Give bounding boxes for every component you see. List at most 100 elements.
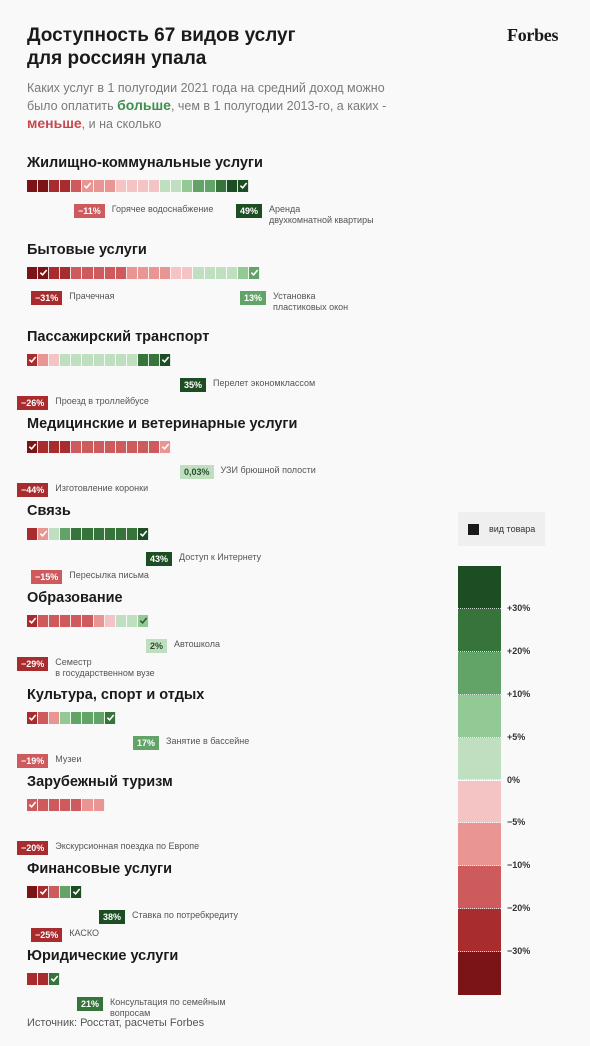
service-cell	[38, 799, 50, 811]
check-icon	[161, 356, 170, 364]
category-bar	[27, 973, 61, 985]
service-cell	[126, 354, 138, 366]
service-cell	[93, 354, 105, 366]
min-annotation: −26% Проезд в троллейбусе	[17, 396, 149, 410]
max-value-badge: 17%	[133, 736, 160, 750]
category-title: Пассажирский транспорт	[27, 329, 210, 345]
subtitle-part1: Каких услуг в 1 полугодии 2021 года на с…	[27, 81, 385, 113]
category-section: Юридические услуги 21% Консультация по сем…	[0, 948, 440, 1033]
service-cell	[226, 267, 238, 279]
category-title: Юридические услуги	[27, 948, 179, 964]
category-title: Бытовые услуги	[27, 242, 147, 258]
min-annotation: −20% Экскурсионная поездка по Европе	[17, 841, 199, 855]
service-cell	[104, 441, 116, 453]
service-cell	[93, 712, 105, 724]
service-cell	[149, 267, 161, 279]
service-cell	[82, 615, 94, 627]
service-cell	[82, 528, 94, 540]
max-annotation: 35% Перелет экономклассом	[180, 378, 315, 392]
category-bar	[27, 615, 150, 627]
scale-bin	[458, 780, 501, 824]
max-service-label: Автошкола	[174, 639, 220, 649]
min-annotation: −11% Горячее водоснабжение	[74, 204, 213, 218]
service-cell	[71, 528, 83, 540]
service-cell	[27, 354, 39, 366]
service-cell	[126, 267, 138, 279]
max-annotation: 38% Ставка по потребкредиту	[99, 910, 238, 924]
service-cell	[126, 441, 138, 453]
service-cell	[93, 441, 105, 453]
service-cell	[38, 615, 50, 627]
service-cell	[104, 354, 116, 366]
service-cell	[193, 267, 205, 279]
min-value-badge: −15%	[31, 570, 63, 584]
min-value-badge: −31%	[31, 291, 63, 305]
max-value-badge: 21%	[77, 997, 104, 1011]
service-cell	[215, 180, 227, 192]
max-annotation: 21% Консультация по семейным вопросам	[77, 997, 260, 1019]
service-cell	[137, 354, 150, 366]
service-cell	[137, 267, 150, 279]
service-cell	[71, 267, 83, 279]
category-bar	[27, 267, 260, 279]
forbes-logo: Forbes	[507, 25, 559, 45]
service-cell	[149, 441, 161, 453]
category-bar	[27, 180, 249, 192]
max-service-label: Аренда двухкомнатной квартиры	[269, 204, 374, 225]
service-cell	[71, 799, 83, 811]
max-service-label: Доступ к Интернету	[179, 552, 262, 562]
scale-tick-label: 0%	[507, 774, 521, 785]
max-service-label: Перелет экономклассом	[213, 378, 316, 388]
max-service-label: Консультация по семейным вопросам	[110, 997, 226, 1018]
category-section: Финансовые услуги −25% КАСКО 38% Ставка по п…	[0, 861, 440, 946]
service-cell	[82, 267, 94, 279]
category-section: Бытовые услуги −31% Прачечная 13% Установка …	[0, 242, 440, 327]
max-annotation: 17% Занятие в бассейне	[133, 736, 249, 750]
service-cell	[71, 441, 83, 453]
scale-bin	[458, 909, 501, 953]
service-cell	[27, 441, 39, 453]
category-bar	[27, 441, 172, 453]
service-cell	[93, 528, 105, 540]
service-cell	[60, 886, 72, 898]
service-cell	[237, 267, 249, 279]
service-cell	[38, 973, 50, 985]
min-service-label: Проезд в троллейбусе	[55, 396, 149, 406]
service-cell	[215, 267, 227, 279]
service-cell	[115, 528, 127, 540]
service-cell	[27, 615, 39, 627]
service-cell	[60, 267, 72, 279]
check-icon	[73, 888, 81, 896]
service-cell	[104, 615, 116, 627]
category-title: Зарубежный туризм	[27, 774, 173, 790]
min-annotation: −31% Прачечная	[31, 291, 115, 305]
min-annotation: −15% Пересылка письма	[31, 570, 149, 584]
scale-tick-label: +30%	[507, 602, 531, 613]
service-cell	[38, 886, 50, 898]
service-cell	[248, 267, 260, 279]
category-title: Связь	[27, 503, 71, 519]
service-cell	[82, 712, 94, 724]
min-value-badge: −20%	[17, 841, 49, 855]
check-icon	[28, 356, 37, 364]
service-cell	[82, 799, 94, 811]
chart-title: Доступность 67 видов услуг для россиян у…	[27, 25, 296, 69]
check-icon	[161, 443, 170, 451]
min-service-label: Пересылка письма	[69, 570, 149, 580]
min-service-label: Экскурсионная поездка по Европе	[55, 841, 200, 851]
max-annotation: 2% Автошкола	[146, 639, 220, 653]
service-cell	[226, 180, 238, 192]
category-section: Медицинские и ветеринарные услуги −44% Изг…	[0, 416, 440, 501]
scale-tick-label: +20%	[507, 645, 531, 656]
min-value-badge: −26%	[17, 396, 49, 410]
subtitle-part3: , и на сколько	[81, 117, 162, 131]
service-cell	[160, 180, 172, 192]
service-cell	[49, 799, 61, 811]
service-cell	[38, 267, 50, 279]
category-bar	[27, 528, 150, 540]
service-cell	[27, 267, 39, 279]
service-cell	[149, 354, 161, 366]
max-value-badge: 43%	[146, 552, 173, 566]
scale-tick-label: −30%	[507, 946, 531, 957]
service-cell	[137, 441, 150, 453]
